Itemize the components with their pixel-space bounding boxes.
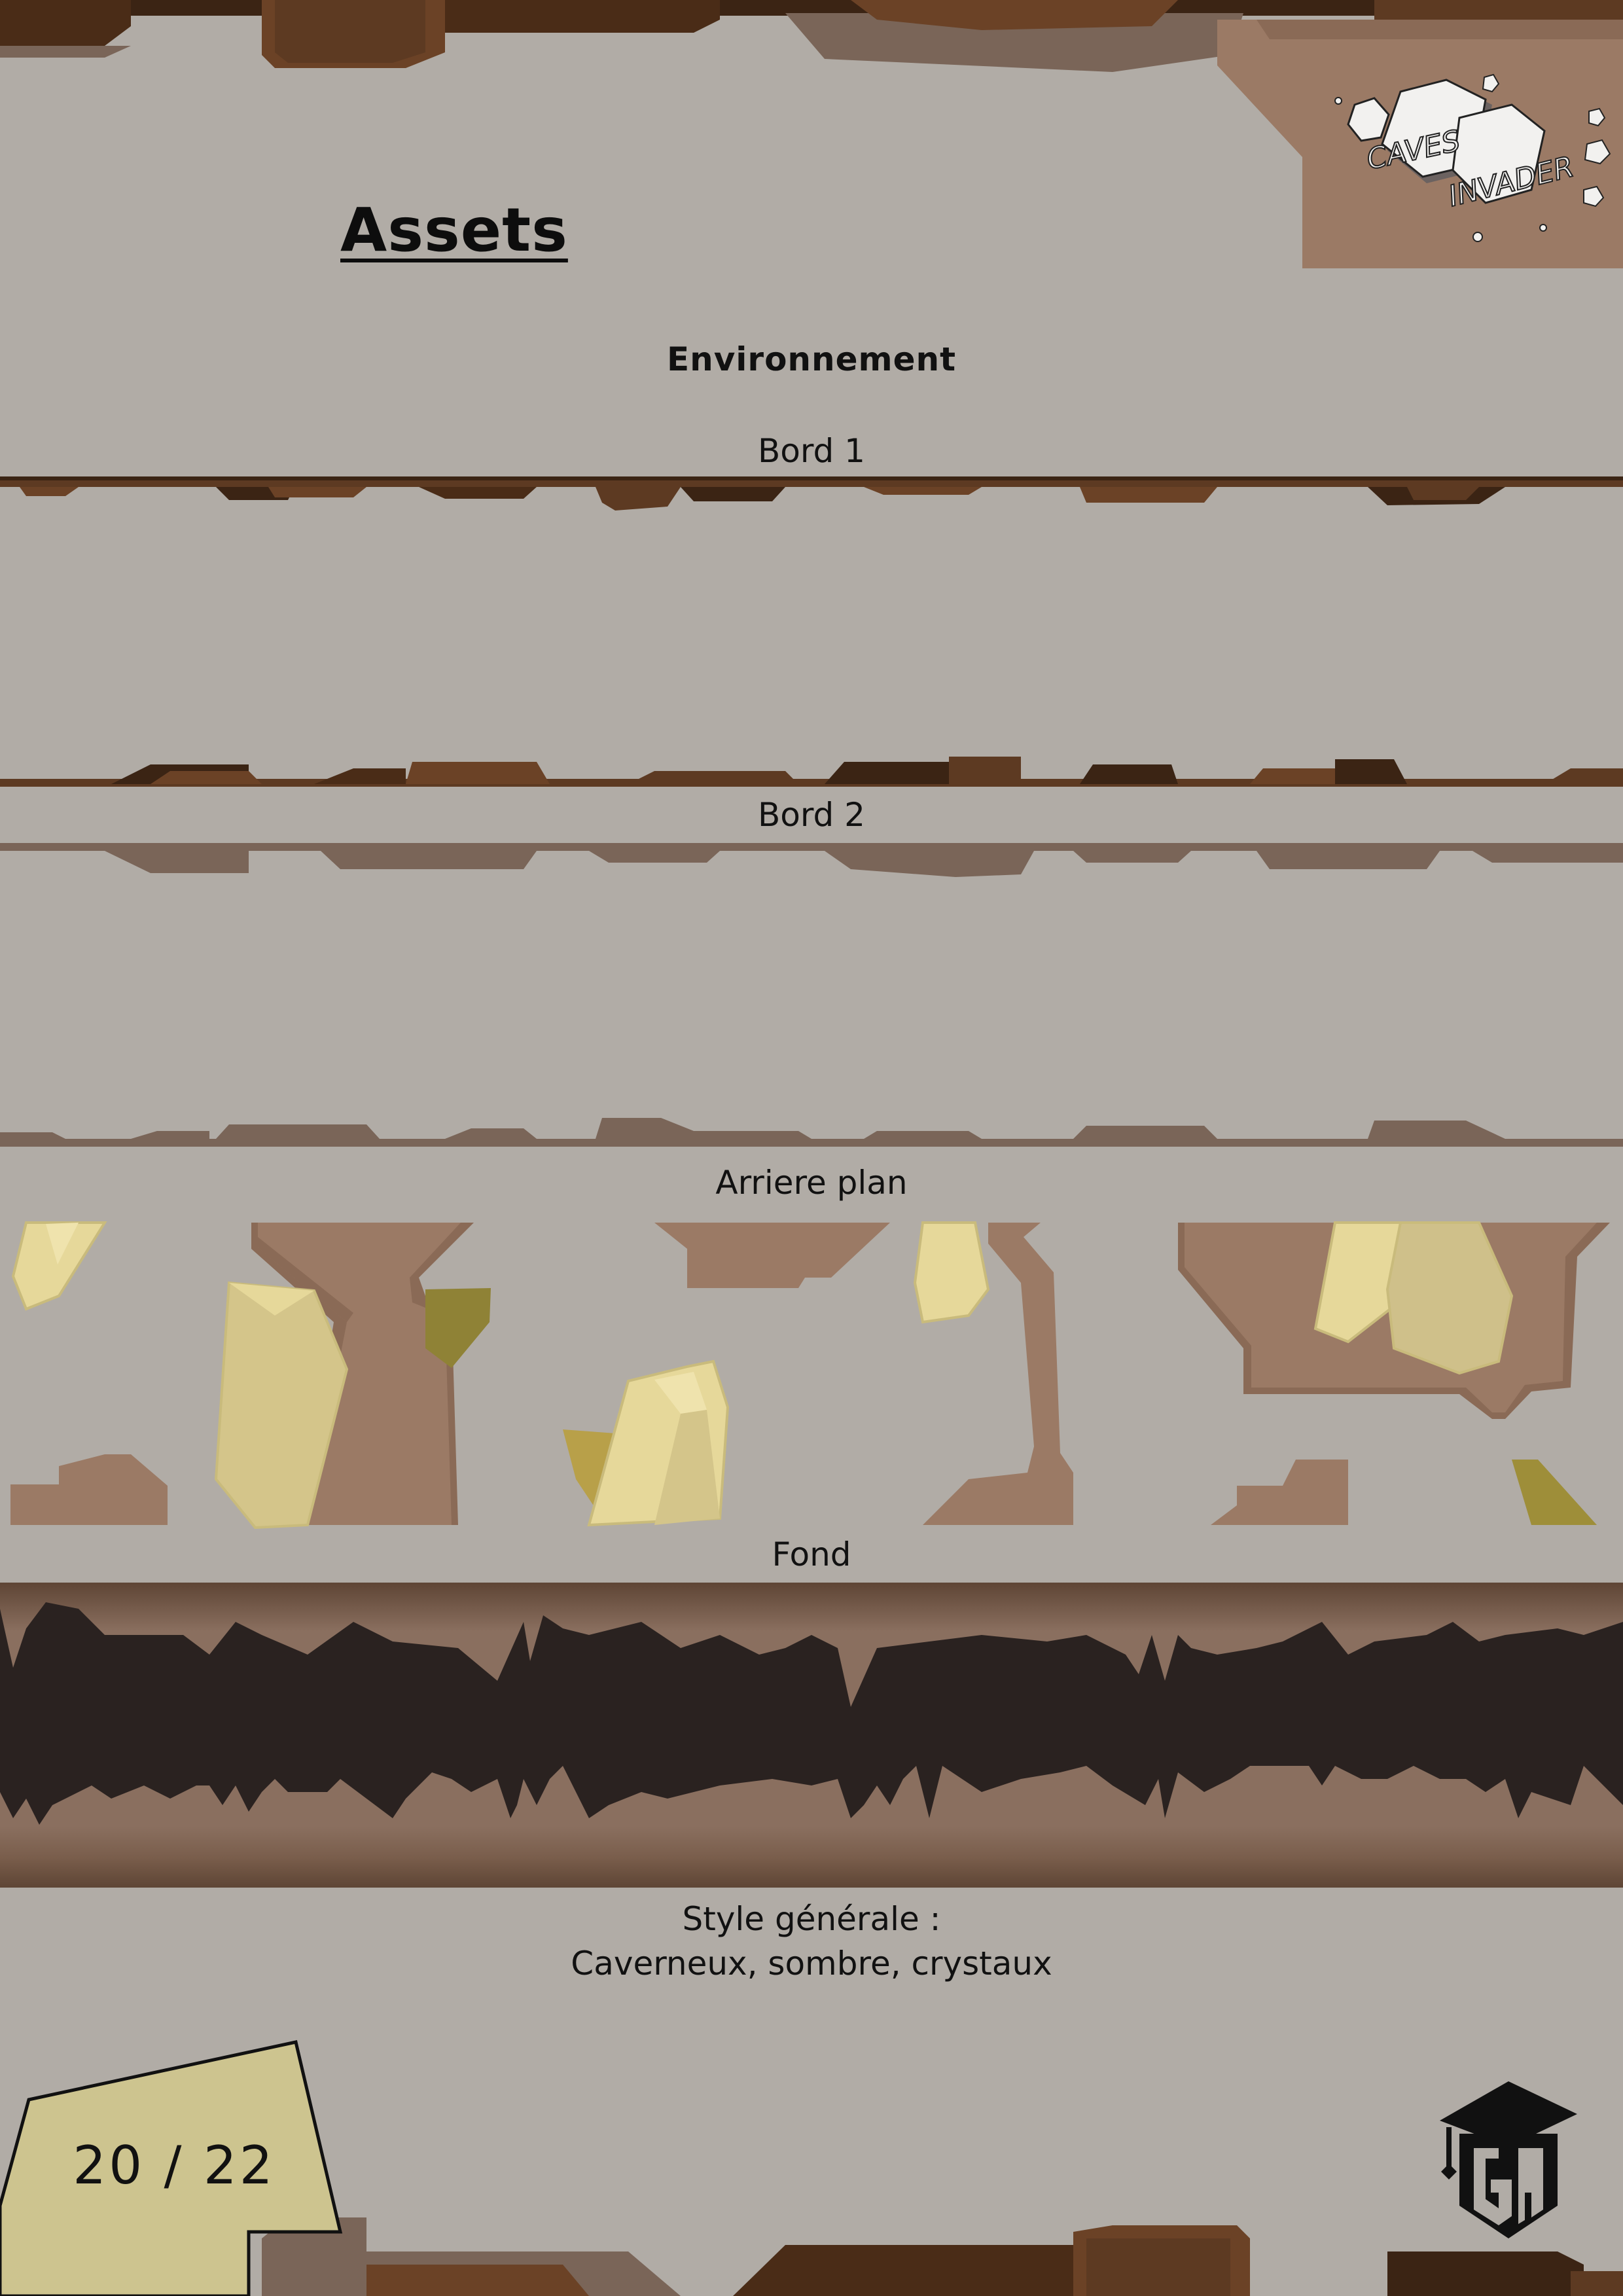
label-background-layer: Arriere plan — [715, 1164, 908, 1202]
asset-border-2 — [0, 843, 1623, 1147]
style-note: Style générale : Caverneux, sombre, crys… — [0, 1897, 1623, 1986]
top-rock-border — [0, 0, 1623, 72]
page-number-tag — [0, 2040, 343, 2296]
asset-backdrop — [0, 1583, 1623, 1888]
style-note-value: Caverneux, sombre, crystaux — [571, 1945, 1052, 1982]
studio-logo-letters: GA — [1508, 2240, 1509, 2242]
label-border-2: Bord 2 — [757, 796, 865, 834]
game-logo: CAVES INVADER — [1217, 20, 1623, 268]
asset-background-layer — [10, 1221, 1610, 1530]
label-backdrop: Fond — [772, 1535, 851, 1573]
bottom-rock-border — [0, 2217, 1623, 2296]
style-note-label: Style générale : — [682, 1900, 941, 1938]
label-border-1: Bord 1 — [757, 432, 865, 470]
section-heading-environment: Environnement — [666, 340, 957, 378]
page-number: 20 / 22 — [73, 2135, 276, 2196]
page-title: Assets — [340, 195, 568, 265]
asset-border-1 — [0, 476, 1623, 787]
studio-logo: GA — [1440, 2081, 1577, 2242]
